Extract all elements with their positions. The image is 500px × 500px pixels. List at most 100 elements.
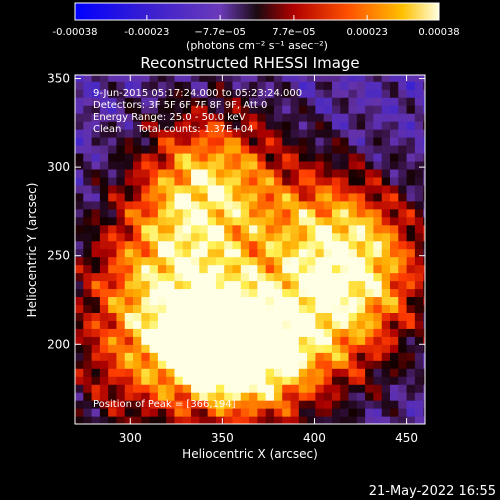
heatmap-cell [307,280,316,290]
heatmap-cell [373,400,383,409]
heatmap-cell [83,368,93,377]
colorbar [74,2,440,21]
heatmap-cell [315,81,325,90]
heatmap-cell [207,208,217,218]
heatmap-cell [149,105,159,114]
heatmap-cell [99,184,109,194]
heatmap-cell [191,328,200,337]
heatmap-cell [414,392,424,401]
heatmap-cell [315,368,325,377]
heatmap-cell [124,288,134,298]
heatmap-cell [348,176,358,186]
heatmap-cell [282,312,292,321]
heatmap-cell [315,200,325,210]
heatmap-cell [91,208,101,218]
heatmap-cell [398,392,408,401]
heatmap-cell [232,392,242,401]
heatmap-cell [232,368,242,377]
heatmap-cell [423,368,425,377]
heatmap-cell [249,296,258,306]
heatmap-cell [423,129,425,138]
heatmap-cell [282,272,292,282]
heatmap-cell [133,360,142,369]
heatmap-cell [249,280,258,290]
heatmap-cell [323,288,333,298]
heatmap-cell [232,137,242,146]
heatmap-cell [290,240,300,250]
heatmap-cell [290,152,300,162]
heatmap-cell [108,216,118,226]
heatmap-cell [390,384,399,393]
heatmap-cell [224,264,234,274]
heatmap-cell [124,168,134,178]
heatmap-cell [124,296,134,306]
heatmap-cell [348,336,358,345]
heatmap-cell [265,200,275,210]
heatmap-cell [381,392,391,401]
heatmap-cell [124,216,134,226]
heatmap-cell [423,97,425,106]
heatmap-cell [257,360,267,369]
heatmap-cell [265,129,275,138]
heatmap-cell [182,216,192,226]
heatmap-cell [273,160,283,170]
heatmap-cell [83,248,93,258]
heatmap-cell [257,312,267,321]
heatmap-cell [323,184,333,194]
heatmap-cell [141,200,151,210]
heatmap-cell [157,240,167,250]
heatmap-cell [340,320,350,329]
heatmap-cell [398,216,408,226]
heatmap-cell [108,304,118,313]
heatmap-cell [249,352,258,361]
heatmap-cell [199,264,209,274]
heatmap-cell [199,416,209,424]
heatmap-cell [398,328,408,337]
heatmap-cell [116,280,126,290]
heatmap-cell [91,75,101,82]
heatmap-cell [182,121,192,130]
heatmap-cell [290,216,300,226]
heatmap-cell [331,264,341,274]
heatmap-cell [282,400,292,409]
heatmap-cell [240,144,250,154]
heatmap-cell [124,368,134,377]
heatmap-cell [124,208,134,218]
heatmap-cell [232,384,242,393]
heatmap-cell [141,81,151,90]
heatmap-cell [124,416,134,424]
heatmap-cell [331,168,341,178]
heatmap-cell [390,176,399,186]
heatmap-cell [365,168,375,178]
heatmap-cell [406,288,416,298]
heatmap-cell [315,89,325,98]
heatmap-cell [340,376,350,385]
heatmap-cell [265,360,275,369]
heatmap-cell [381,304,391,313]
heatmap-cell [398,280,408,290]
heatmap-cell [406,216,416,226]
heatmap-cell [141,296,151,306]
heatmap-cell [249,160,258,170]
heatmap-cell [315,105,325,114]
heatmap-cell [423,113,425,122]
heatmap-cell [373,216,383,226]
heatmap-cell [91,97,101,106]
heatmap-cell [356,272,366,282]
heatmap-cell [249,408,258,417]
heatmap-cell [414,328,424,337]
heatmap-cell [83,97,93,106]
heatmap-cell [390,121,399,130]
heatmap-cell [83,328,93,337]
heatmap-cell [273,81,283,90]
heatmap-cell [75,408,84,417]
heatmap-cell [83,400,93,409]
heatmap-cell [99,75,109,82]
heatmap-cell [365,81,375,90]
heatmap-cell [298,89,308,98]
heatmap-cell [232,352,242,361]
heatmap-cell [240,216,250,226]
heatmap-cell [182,368,192,377]
heatmap-cell [390,81,399,90]
heatmap-cell [348,312,358,321]
